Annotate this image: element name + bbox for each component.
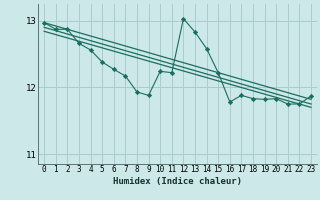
X-axis label: Humidex (Indice chaleur): Humidex (Indice chaleur) [113,177,242,186]
